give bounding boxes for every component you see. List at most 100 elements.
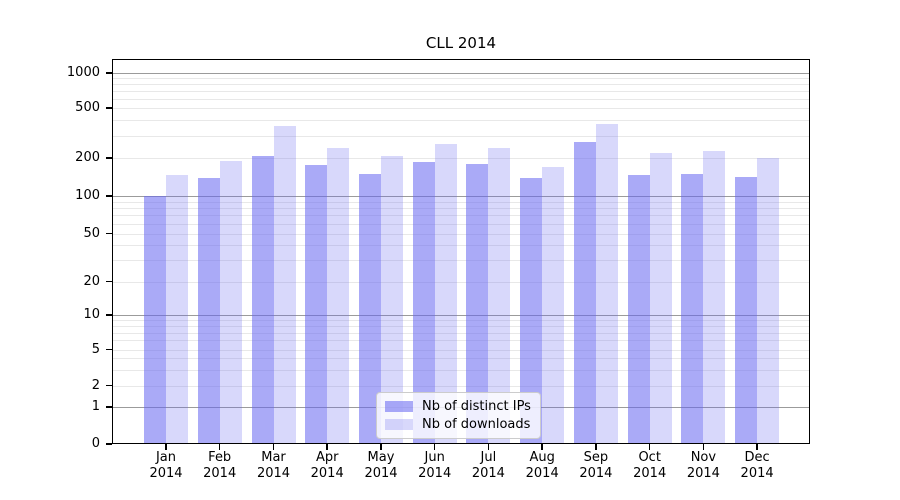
y-tick-mark xyxy=(106,232,112,235)
bar-downloads xyxy=(757,158,780,444)
x-tick-year: 2014 xyxy=(256,466,291,481)
x-tick-year: 2014 xyxy=(740,466,774,481)
x-tick-month: May xyxy=(367,450,395,465)
x-tick-label: Dec 2014 xyxy=(725,450,789,482)
y-tick-label: 2 xyxy=(91,377,100,393)
x-tick-mark xyxy=(380,444,382,450)
gridline-minor xyxy=(112,340,810,342)
x-tick-year: 2014 xyxy=(686,466,720,481)
legend-label: Nb of downloads xyxy=(422,417,531,432)
bar-distinct-ips xyxy=(197,178,220,444)
gridlines-layer xyxy=(112,59,810,444)
y-tick-mark xyxy=(106,348,112,351)
gridline-minor xyxy=(112,332,810,334)
gridline-major xyxy=(112,315,810,316)
legend-swatch-downloads xyxy=(385,419,413,430)
y-tick-label: 200 xyxy=(75,149,100,165)
gridline-minor xyxy=(112,326,810,328)
x-tick-label: Jun 2014 xyxy=(403,450,467,482)
x-tick-label: Oct 2014 xyxy=(618,450,682,482)
bar-distinct-ips xyxy=(251,155,274,444)
gridline-major xyxy=(112,195,810,197)
gridline-minor xyxy=(112,207,810,209)
x-tick-month: Oct xyxy=(638,450,661,465)
y-tick-label: 10 xyxy=(83,307,100,322)
bar-downloads xyxy=(488,147,511,444)
y-tick-mark xyxy=(106,195,112,197)
x-tick-year: 2014 xyxy=(471,466,505,481)
x-tick-month: Jun xyxy=(424,450,445,465)
bar-downloads xyxy=(649,153,672,444)
x-tick-month: Sep xyxy=(583,450,609,465)
x-tick-month: Nov xyxy=(690,450,717,465)
y-tick-label: 1000 xyxy=(66,64,100,80)
x-tick-mark xyxy=(756,444,758,450)
x-tick-mark xyxy=(218,444,221,450)
y-tick-mark xyxy=(106,280,112,283)
x-tick-label: May 2014 xyxy=(349,450,413,482)
x-tick-label: Feb 2014 xyxy=(188,450,252,482)
bar-downloads xyxy=(542,166,565,444)
x-tick-month: Mar xyxy=(261,450,286,465)
gridline-minor xyxy=(112,84,810,86)
bar-downloads xyxy=(219,160,242,444)
gridline-minor xyxy=(112,135,810,137)
gridline-minor xyxy=(112,90,810,92)
bar-distinct-ips xyxy=(305,164,328,444)
x-tick-month: Apr xyxy=(315,450,339,465)
bar-downloads xyxy=(166,175,188,444)
gridline-minor xyxy=(112,223,810,225)
bar-downloads xyxy=(327,147,350,444)
bar-distinct-ips xyxy=(627,175,650,444)
x-tick-mark xyxy=(326,444,328,450)
x-tick-year: 2014 xyxy=(633,466,667,481)
legend-item: Nb of distinct IPs xyxy=(385,399,531,414)
x-tick-year: 2014 xyxy=(310,466,344,481)
y-tick-mark xyxy=(106,314,112,316)
x-tick-year: 2014 xyxy=(418,466,452,481)
gridline-minor xyxy=(112,320,810,322)
x-axis-ticks: Jan 2014 Feb 2014 Mar 2014 Apr 2014 May 2014 Jun 20… xyxy=(112,59,810,481)
gridline-minor xyxy=(112,98,810,100)
x-tick-month: Aug xyxy=(529,450,555,465)
bar-downloads xyxy=(595,123,618,444)
gridline-minor xyxy=(112,215,810,217)
y-tick-label: 20 xyxy=(83,273,100,289)
gridline-minor xyxy=(112,349,810,351)
y-tick-mark xyxy=(106,157,112,159)
bar-downloads xyxy=(273,126,296,444)
x-tick-label: Sep 2014 xyxy=(564,450,628,482)
x-tick-year: 2014 xyxy=(525,466,559,481)
y-tick-label: 100 xyxy=(75,187,100,203)
x-tick-label: Aug 2014 xyxy=(510,450,574,482)
x-tick-year: 2014 xyxy=(579,466,613,481)
bar-distinct-ips xyxy=(681,174,704,444)
gridline-minor xyxy=(112,245,810,247)
y-tick-label: 50 xyxy=(83,225,100,241)
x-tick-year: 2014 xyxy=(203,466,237,481)
legend-label: Nb of distinct IPs xyxy=(422,399,531,414)
legend: Nb of distinct IPs Nb of downloads xyxy=(376,392,541,439)
gridline-minor xyxy=(112,369,810,371)
y-tick-mark xyxy=(106,384,112,387)
chart-title: CLL 2014 xyxy=(425,34,497,52)
x-tick-label: Jan 2014 xyxy=(134,450,198,482)
x-tick-month: Dec xyxy=(744,450,770,465)
y-tick-label: 0 xyxy=(91,436,100,451)
x-tick-mark xyxy=(272,444,275,450)
bar-distinct-ips xyxy=(359,173,381,444)
gridline-minor xyxy=(112,260,810,262)
bar-distinct-ips xyxy=(520,177,543,444)
x-tick-mark xyxy=(648,444,651,450)
legend-swatch-distinct-ips xyxy=(385,401,413,412)
y-axis-ticks: 0 1 2 5 10 20 50 100 200 500 1000 xyxy=(67,59,810,451)
x-tick-mark xyxy=(165,444,167,450)
gridline-major xyxy=(112,72,810,74)
gridline-minor xyxy=(112,201,810,203)
x-tick-label: Mar 2014 xyxy=(242,450,306,482)
y-tick-label: 500 xyxy=(75,99,100,115)
legend-item: Nb of downloads xyxy=(385,417,531,432)
gridline-minor xyxy=(112,107,810,109)
x-tick-year: 2014 xyxy=(149,466,183,481)
x-tick-mark xyxy=(595,444,597,450)
